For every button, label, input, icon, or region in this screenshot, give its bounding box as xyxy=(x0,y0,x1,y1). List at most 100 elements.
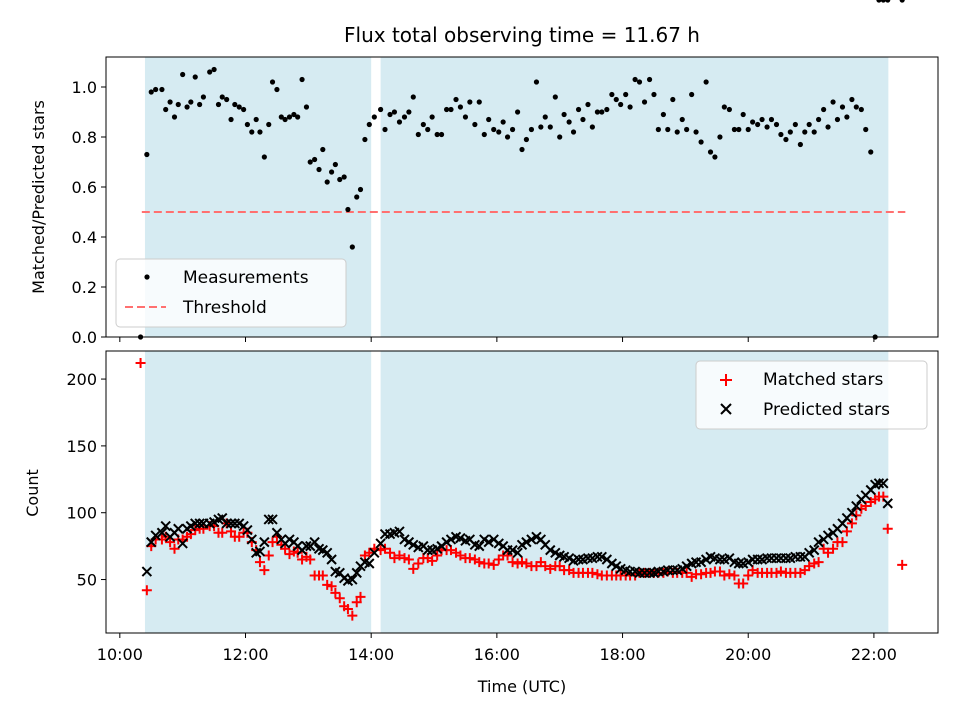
legend-measurements-label: Measurements xyxy=(183,268,309,288)
measurement-point xyxy=(839,104,846,110)
bottom-y-axis-label: Count xyxy=(23,469,42,517)
measurement-point xyxy=(778,131,784,138)
predicted-star-point xyxy=(681,560,692,572)
top-y-tick-label: 0.6 xyxy=(72,178,97,197)
measurement-point xyxy=(636,79,643,85)
measurement-point xyxy=(462,114,469,120)
measurement-point xyxy=(538,124,544,130)
measurement-point xyxy=(594,109,601,115)
measurement-point xyxy=(467,99,473,105)
top-y-tick-label: 0.8 xyxy=(72,128,97,147)
measurement-point xyxy=(443,106,450,113)
matched-star-point xyxy=(263,550,274,561)
matched-star-point xyxy=(408,563,419,574)
bottom-legend-box xyxy=(695,360,928,430)
matched-star-point xyxy=(897,559,908,570)
top-shaded-intervals xyxy=(144,57,889,337)
matched-star-point xyxy=(841,526,852,537)
top-y-tick-label: 0.0 xyxy=(72,328,97,347)
matched-star-point xyxy=(455,550,466,561)
measurement-point xyxy=(332,161,338,168)
matched-star-point xyxy=(427,555,438,566)
predicted-star-point xyxy=(822,530,834,541)
bottom-x-ticks: 10:00 12:00 14:00 16:00 18:00 20:00 22:00 xyxy=(97,633,897,664)
legend-measurements-marker xyxy=(144,274,150,280)
measurement-point xyxy=(316,166,322,173)
top-y-tick-label: 1.0 xyxy=(72,78,97,97)
measurement-point xyxy=(438,131,445,138)
chart-title: Flux total observing time = 11.67 h xyxy=(344,23,700,47)
measurement-point xyxy=(261,154,267,160)
predicted-star-point xyxy=(150,530,161,541)
predicted-star-point xyxy=(326,554,337,565)
matched-star-point xyxy=(305,554,316,565)
measurement-point xyxy=(295,114,301,120)
measurement-point xyxy=(679,116,685,123)
x-axis-label: Time (UTC) xyxy=(477,677,566,696)
bottom-x-tick-label: 22:00 xyxy=(851,645,897,664)
predicted-star-point xyxy=(596,551,608,563)
measurement-point xyxy=(188,99,194,105)
measurement-point xyxy=(542,114,548,120)
measurement-point xyxy=(303,104,310,110)
measurement-point xyxy=(232,101,238,108)
matched-star-point xyxy=(364,547,375,558)
measurement-point xyxy=(504,134,511,140)
measurement-point xyxy=(787,129,793,135)
bottom-x-tick-label: 12:00 xyxy=(222,645,268,664)
matched-star-point xyxy=(267,537,278,548)
measurement-point xyxy=(528,126,535,133)
measurement-point xyxy=(299,76,305,83)
matched-star-point xyxy=(696,569,707,580)
matched-star-point xyxy=(882,523,893,534)
measurement-point xyxy=(382,126,388,133)
measurement-point xyxy=(585,101,591,108)
predicted-star-point xyxy=(526,534,537,545)
measurement-point xyxy=(345,206,351,213)
predicted-star-point xyxy=(644,567,655,579)
bottom-y-ticks: 50 100 150 200 xyxy=(66,370,106,590)
measurement-point xyxy=(693,129,699,135)
matched-star-point xyxy=(804,561,815,572)
measurement-point xyxy=(159,86,165,93)
measurement-point xyxy=(561,111,567,118)
measurement-point xyxy=(491,126,497,133)
measurement-point xyxy=(354,194,360,200)
legend-matched-label: Matched stars xyxy=(763,370,883,390)
predicted-star-point xyxy=(582,552,594,564)
predicted-star-point xyxy=(813,536,824,548)
predicted-star-point xyxy=(780,552,792,564)
measurement-point xyxy=(420,121,426,128)
matched-star-point xyxy=(141,585,152,596)
measurement-point xyxy=(745,126,751,133)
measurement-point xyxy=(307,159,313,165)
predicted-star-point xyxy=(422,544,433,556)
matched-star-point xyxy=(837,537,848,548)
matched-star-point xyxy=(517,557,527,568)
top-panel: 0.0 0.2 0.4 0.6 0.8 1.0 Flux total observing … xyxy=(29,0,939,347)
matched-star-point xyxy=(521,558,532,569)
legend-predicted-label: Predicted stars xyxy=(763,400,890,420)
measurement-point xyxy=(207,69,213,75)
measurement-point xyxy=(750,119,756,125)
matched-star-point xyxy=(846,518,857,529)
measurement-point xyxy=(349,244,355,250)
predicted-star-point xyxy=(221,518,232,529)
predicted-star-point xyxy=(141,566,153,577)
predicted-star-point xyxy=(394,526,405,537)
measurement-point xyxy=(863,126,869,133)
matched-star-point xyxy=(399,553,410,564)
predicted-star-point xyxy=(259,536,270,548)
measurement-point xyxy=(523,136,529,143)
legend-predicted-marker xyxy=(720,403,732,415)
measurement-point xyxy=(797,141,803,148)
measurement-point xyxy=(282,116,288,123)
measurement-point xyxy=(236,104,242,110)
predicted-star-point xyxy=(408,539,419,550)
matched-star-point xyxy=(851,510,862,521)
measurement-point xyxy=(717,134,723,140)
measurement-point xyxy=(328,169,335,175)
measurement-point xyxy=(387,111,393,118)
matched-star-point xyxy=(592,569,603,580)
matched-star-point xyxy=(474,557,485,568)
